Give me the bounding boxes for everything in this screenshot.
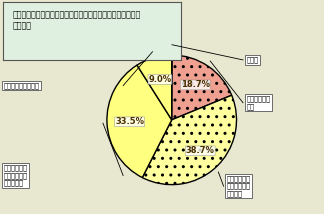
- Text: 9.0%: 9.0%: [148, 75, 171, 84]
- Text: どちらかとい
えば参入した
方が良い: どちらかとい えば参入した 方が良い: [227, 175, 251, 197]
- Text: 参入しない方が良い: 参入しない方が良い: [3, 82, 39, 89]
- Text: 参入した方が
良い: 参入した方が 良い: [246, 96, 270, 110]
- Text: 33.5%: 33.5%: [115, 117, 144, 126]
- Wedge shape: [172, 55, 232, 120]
- Text: 刑務所の運営に民間企業が参入することをどのように思われ
ますか。: 刑務所の運営に民間企業が参入することをどのように思われ ますか。: [12, 11, 140, 30]
- Text: 18.7%: 18.7%: [181, 80, 210, 89]
- Wedge shape: [142, 95, 237, 185]
- Wedge shape: [137, 55, 172, 120]
- Text: 無回答: 無回答: [246, 57, 258, 63]
- Text: どちらかとい
えば参入しな
い方が良い: どちらかとい えば参入しな い方が良い: [3, 165, 27, 186]
- Text: 38.7%: 38.7%: [186, 146, 215, 155]
- Wedge shape: [107, 65, 172, 178]
